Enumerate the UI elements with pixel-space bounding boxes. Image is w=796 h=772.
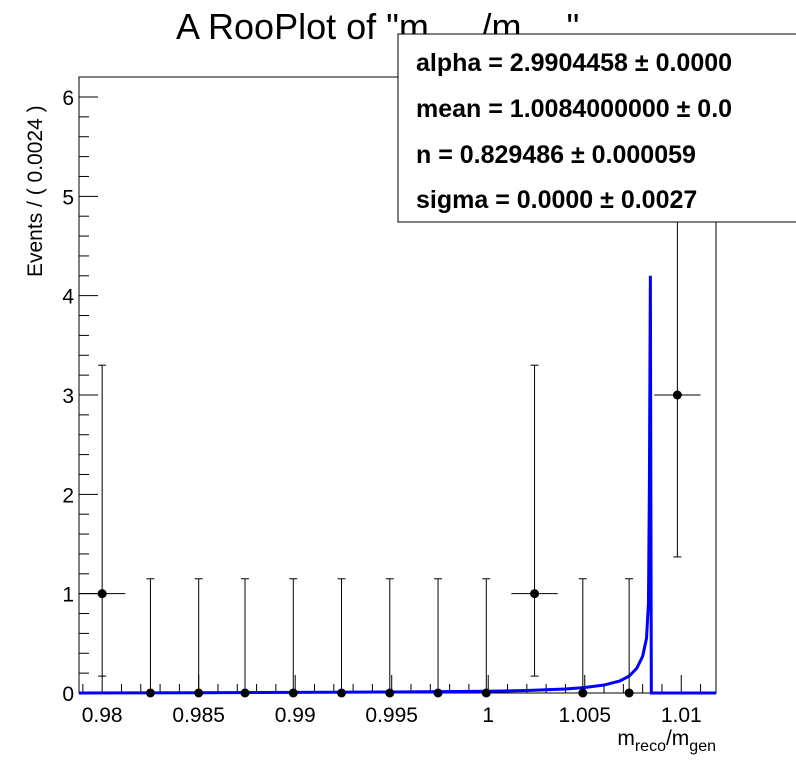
stat-alpha: alpha = 2.9904458 ± 0.0000 [416, 49, 732, 77]
xlabel-sub2: gen [689, 738, 716, 755]
data-point [385, 578, 395, 698]
x-tick-label: 0.995 [365, 704, 418, 727]
stat-n: n = 0.829486 ± 0.000059 [416, 141, 696, 169]
point-marker [481, 688, 491, 698]
data-point [511, 364, 558, 677]
data-point [433, 578, 443, 698]
data-point [624, 578, 634, 698]
y-axis: 0 1 2 3 4 5 6 [62, 87, 98, 706]
x-tick-label: 1 [482, 704, 494, 727]
stats-box [397, 33, 796, 223]
point-marker [288, 688, 298, 698]
x-tick-label: 1.01 [661, 704, 702, 727]
data-points-group [79, 104, 701, 698]
stat-mean: mean = 1.0084000000 ± 0.0 [416, 95, 732, 123]
y-tick-label: 1 [62, 584, 74, 607]
point-marker [145, 688, 155, 698]
xlabel-mid: /m [666, 727, 689, 750]
point-marker [337, 688, 347, 698]
title-prefix: A RooPlot of "m [176, 6, 429, 47]
stat-sigma: sigma = 0.0000 ± 0.0027 [416, 186, 697, 214]
point-marker [385, 688, 395, 698]
x-tick-label: 0.985 [172, 704, 225, 727]
x-tick-label: 1.005 [558, 704, 611, 727]
data-point [337, 578, 347, 698]
point-marker [578, 688, 588, 698]
data-point [194, 578, 204, 698]
point-marker [97, 589, 107, 599]
point-marker [624, 688, 634, 698]
point-marker [433, 688, 443, 698]
x-tick-label: 0.98 [82, 704, 123, 727]
point-marker [530, 589, 540, 599]
x-axis-title: mreco/mgen [617, 727, 716, 755]
data-point [481, 578, 491, 698]
data-point [288, 578, 298, 698]
point-marker [672, 390, 682, 400]
xlabel-m: m [617, 727, 635, 750]
data-point [240, 578, 250, 698]
y-tick-label: 0 [62, 683, 74, 706]
y-tick-label: 4 [62, 286, 74, 309]
y-tick-label: 2 [62, 484, 74, 507]
y-axis-title: Events / ( 0.0024 ) [24, 105, 47, 277]
fit-curve [78, 275, 716, 695]
data-point [79, 364, 126, 677]
y-tick-label: 5 [62, 186, 74, 209]
y-tick-label: 6 [62, 87, 74, 110]
point-marker [194, 688, 204, 698]
data-point [578, 578, 588, 698]
y-tick-label: 3 [62, 385, 74, 408]
x-tick-label: 0.99 [275, 704, 316, 727]
xlabel-sub1: reco [635, 738, 666, 755]
fit-curve-group [78, 275, 716, 695]
point-marker [240, 688, 250, 698]
data-point [145, 578, 155, 698]
